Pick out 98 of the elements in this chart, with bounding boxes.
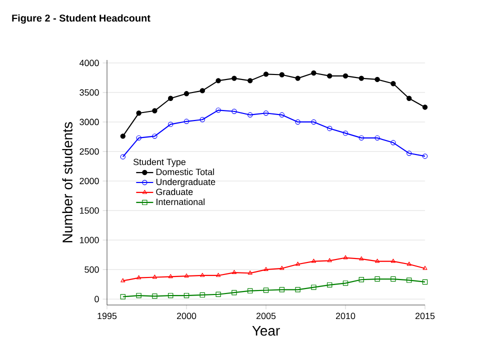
point <box>311 258 316 263</box>
point <box>327 258 332 262</box>
y-tick-label: 2000 <box>80 178 99 184</box>
point <box>359 256 364 260</box>
point <box>168 122 174 127</box>
point <box>184 118 190 124</box>
x-tick-label: 2005 <box>256 312 276 320</box>
point <box>311 284 316 290</box>
legend-label: Domestic Total <box>156 168 214 176</box>
point <box>232 290 237 296</box>
point <box>374 135 380 141</box>
point <box>232 76 237 81</box>
x-axis-title: Year <box>252 326 280 336</box>
point <box>168 292 174 298</box>
point <box>216 108 221 113</box>
point <box>342 130 348 136</box>
point <box>120 294 126 300</box>
y-tick-label: 3000 <box>80 118 99 126</box>
point <box>327 126 332 132</box>
point <box>406 278 412 283</box>
point <box>263 72 269 77</box>
x-tick-label: 2015 <box>415 312 435 320</box>
point <box>358 277 364 282</box>
y-tick-label: 1500 <box>80 207 99 214</box>
point <box>216 78 221 84</box>
point <box>248 112 253 118</box>
point <box>200 272 205 277</box>
point <box>422 279 428 285</box>
point <box>280 266 284 270</box>
point <box>406 262 412 266</box>
point <box>358 76 364 81</box>
point <box>184 91 190 96</box>
y-tick-label: 1000 <box>80 236 99 244</box>
point <box>120 134 126 139</box>
point <box>295 76 300 81</box>
point <box>296 262 300 266</box>
point <box>152 108 158 114</box>
legend-label: Undergraduate <box>156 178 216 187</box>
point <box>295 119 300 125</box>
point <box>327 73 332 79</box>
point <box>343 255 348 260</box>
point <box>374 276 380 282</box>
x-tick-label: 2010 <box>336 312 356 320</box>
point <box>390 140 396 146</box>
point <box>406 150 412 156</box>
y-tick-label: 4000 <box>79 60 99 66</box>
point <box>248 78 253 84</box>
point <box>184 273 189 278</box>
legend-title: Student Type <box>133 158 186 167</box>
point <box>152 274 157 279</box>
point <box>200 88 205 94</box>
point <box>168 274 173 278</box>
y-tick-label: 0 <box>94 296 99 302</box>
point <box>136 135 142 141</box>
point <box>375 258 380 263</box>
point <box>264 266 268 272</box>
point <box>136 275 142 280</box>
point <box>342 280 348 286</box>
point <box>374 76 380 82</box>
point <box>263 110 269 116</box>
point <box>184 292 190 298</box>
point <box>358 135 364 141</box>
point <box>216 272 221 277</box>
point <box>152 294 158 299</box>
point <box>152 134 158 139</box>
y-tick-label: 3500 <box>80 89 99 96</box>
point <box>232 270 236 274</box>
x-tick-label: 2000 <box>176 312 196 320</box>
point <box>295 287 300 292</box>
y-axis-title: Number of students <box>62 122 72 242</box>
point <box>263 288 269 293</box>
y-tick-label: 2500 <box>80 148 99 155</box>
point <box>232 108 237 114</box>
point <box>200 292 205 298</box>
point <box>311 119 316 125</box>
point <box>390 276 396 282</box>
x-tick-label: 1995 <box>98 312 117 320</box>
point <box>279 287 284 292</box>
chart-title: Figure 2 - Student Headcount <box>12 14 150 24</box>
point <box>136 110 142 116</box>
y-tick-label: 500 <box>84 266 99 273</box>
point <box>279 112 284 118</box>
point <box>248 288 253 294</box>
legend-label: Graduate <box>156 188 193 196</box>
point <box>406 96 412 101</box>
legend-label: International <box>156 198 204 206</box>
point <box>200 117 205 122</box>
point <box>390 258 396 263</box>
point <box>136 292 142 298</box>
point <box>422 104 428 110</box>
point <box>327 282 332 288</box>
point <box>342 73 348 79</box>
point <box>311 70 316 76</box>
point <box>168 96 174 101</box>
point <box>390 81 396 86</box>
point <box>248 270 252 275</box>
point <box>279 72 284 78</box>
point <box>216 292 221 297</box>
